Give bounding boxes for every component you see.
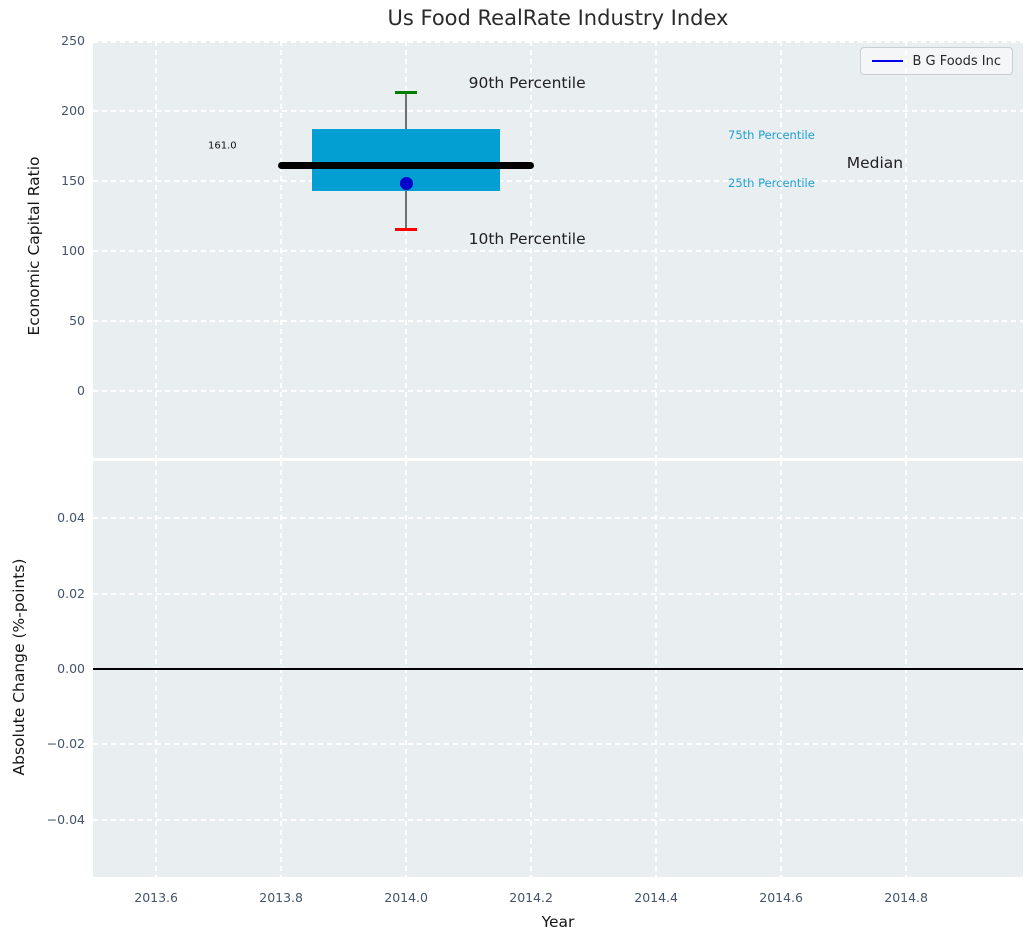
vertical-gridline [655,41,658,458]
top-y-tick-label: 0 [77,382,85,398]
bottom-y-tick-label: 0.00 [57,661,85,676]
top-y-tick-label: 100 [61,242,85,258]
x-tick-label: 2014.0 [384,890,428,905]
annotation-25th-percentile: 25th Percentile [728,176,815,191]
vertical-gridline [780,41,783,458]
bottom-y-tick-label: −0.04 [46,811,85,827]
zero-line [93,668,1023,670]
bottom-y-tick-label: −0.02 [46,736,85,752]
x-tick-label: 2014.2 [509,890,553,905]
x-tick-label: 2014.6 [759,890,803,905]
horizontal-gridline [93,517,1023,520]
cap-10th-percentile [394,228,418,232]
legend-label: B G Foods Inc [912,53,1001,69]
horizontal-gridline [93,41,1023,43]
annotation-90th-percentile: 90th Percentile [468,73,586,92]
horizontal-gridline [93,249,1023,252]
x-tick-label: 2013.8 [259,890,303,905]
x-tick-label: 2014.4 [634,890,678,905]
top-y-tick-label: 250 [61,33,85,48]
horizontal-gridline [93,389,1023,392]
top-y-tick-label: 200 [61,102,85,118]
horizontal-gridline [93,743,1023,746]
horizontal-gridline [93,818,1023,821]
legend: B G Foods Inc [860,47,1013,75]
company-value-dot [399,177,413,191]
top-y-tick-label: 50 [69,312,85,328]
chart-title: Us Food RealRate Industry Index [387,6,729,30]
horizontal-gridline [93,592,1023,595]
horizontal-gridline [93,179,1023,182]
bottom-plot-area [93,461,1023,877]
vertical-gridline [905,41,908,458]
x-tick-label: 2013.6 [134,890,178,905]
legend-line-sample [872,59,904,63]
median-line [278,162,535,170]
vertical-gridline [280,41,283,458]
cap-90th-percentile [394,91,418,95]
x-tick-label: 2014.8 [884,890,928,905]
bottom-y-tick-label: 0.02 [57,585,85,601]
vertical-gridline [530,41,533,458]
top-y-tick-label: 150 [61,172,85,188]
vertical-gridline [405,41,408,458]
horizontal-gridline [93,319,1023,322]
top-plot-area: B G Foods Inc 90th Percentile 10th Percen… [93,41,1023,458]
vertical-gridline [155,41,158,458]
x-axis-label: Year [541,913,575,931]
annotation-median: Median [846,153,904,172]
annotation-10th-percentile: 10th Percentile [468,230,586,249]
horizontal-gridline [93,109,1023,112]
annotation-median-value: 161.0 [208,140,237,152]
annotation-75th-percentile: 75th Percentile [728,127,815,142]
bottom-y-tick-label: 0.04 [57,510,85,526]
